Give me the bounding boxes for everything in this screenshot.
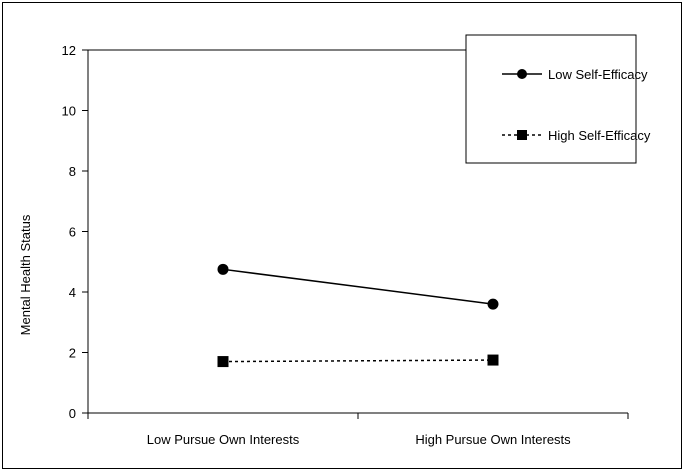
y-tick-label: 8 [69, 164, 76, 179]
legend-label: Low Self-Efficacy [548, 67, 648, 82]
y-tick-label: 2 [69, 346, 76, 361]
series-layer [217, 263, 499, 368]
data-point-1 [217, 356, 229, 368]
y-ticks: 0 2 4 6 8 10 12 [62, 43, 88, 421]
series-line [222, 268, 494, 305]
y-tick-label: 4 [69, 285, 76, 300]
plot-area: 0 2 4 6 8 10 12 Low Pursue Own Interests High P… [62, 43, 629, 447]
data-point-1 [487, 354, 499, 366]
y-tick-label: 6 [69, 225, 76, 240]
line-chart: 0 2 4 6 8 10 12 Low Pursue Own Interests High P… [18, 34, 651, 447]
legend-marker [517, 69, 527, 79]
legend-entry: High Self-Efficacy [502, 128, 651, 143]
series-1 [217, 354, 499, 368]
x-ticks: Low Pursue Own Interests High Pursue Own … [87, 413, 629, 447]
x-tick-label: Low Pursue Own Interests [147, 432, 300, 447]
y-tick-label: 0 [69, 406, 76, 421]
legend-box [465, 34, 637, 164]
legend-label: High Self-Efficacy [548, 128, 651, 143]
chart-frame: 0 2 4 6 8 10 12 Low Pursue Own Interests High P… [2, 2, 682, 469]
series-0 [217, 263, 499, 310]
legend: Low Self-Efficacy High Self-Efficacy [465, 34, 651, 164]
y-tick-label: 12 [62, 43, 76, 58]
y-tick-label: 10 [62, 104, 76, 119]
legend-entry: Low Self-Efficacy [502, 67, 648, 82]
series-line [222, 359, 494, 363]
data-point-0 [487, 298, 499, 310]
x-tick-label: High Pursue Own Interests [415, 432, 571, 447]
legend-marker [517, 130, 527, 140]
y-axis-title: Mental Health Status [18, 214, 33, 335]
data-point-0 [217, 263, 229, 275]
